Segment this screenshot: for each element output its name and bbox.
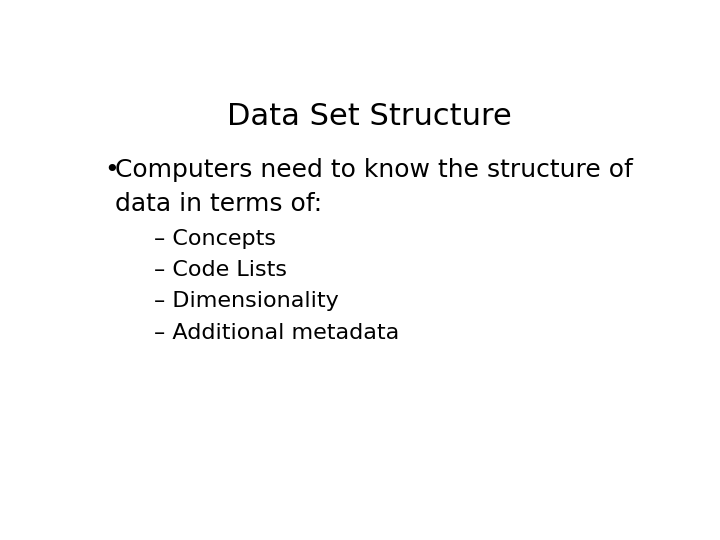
Text: – Code Lists: – Code Lists bbox=[154, 260, 287, 280]
Text: – Concepts: – Concepts bbox=[154, 229, 276, 249]
Text: •: • bbox=[104, 158, 119, 183]
Text: Computers need to know the structure of: Computers need to know the structure of bbox=[115, 158, 633, 183]
Text: data in terms of:: data in terms of: bbox=[115, 192, 323, 215]
Text: – Additional metadata: – Additional metadata bbox=[154, 322, 400, 342]
Text: – Dimensionality: – Dimensionality bbox=[154, 292, 339, 312]
Text: Data Set Structure: Data Set Structure bbox=[227, 102, 511, 131]
